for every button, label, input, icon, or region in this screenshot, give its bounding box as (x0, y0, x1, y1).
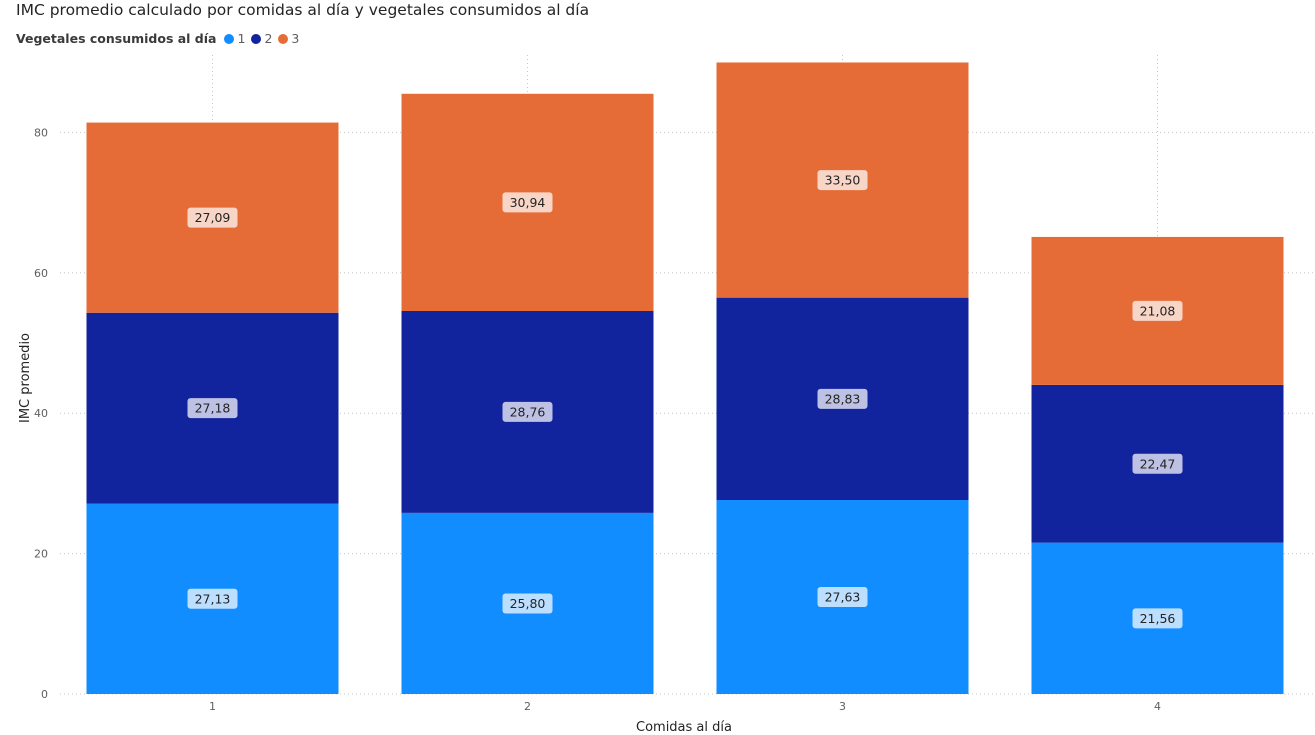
y-axis-title: IMC promedio (18, 333, 33, 423)
data-label-cat2-series1: 25,80 (502, 593, 553, 614)
legend-marker-3 (278, 33, 289, 44)
data-label-layer: 27,13 27,18 27,09 25,80 28,76 30,94 27,63 28,83… (187, 170, 1183, 629)
svg-text:27,18: 27,18 (195, 401, 231, 416)
svg-text:30,94: 30,94 (510, 195, 546, 210)
data-label-cat1-series2: 27,18 (187, 398, 238, 419)
data-label-cat2-series2: 28,76 (502, 401, 553, 422)
axis-layer: 0 20 40 60 80 1 2 3 4 (34, 126, 1161, 713)
bar-layer (86, 62, 1284, 694)
svg-text:28,76: 28,76 (510, 404, 546, 419)
chart-title: IMC promedio calculado por comidas al dí… (16, 1, 590, 19)
legend-label-1: 1 (237, 31, 246, 46)
data-label-cat1-series3: 27,09 (187, 207, 238, 228)
y-tick-label-20: 20 (34, 548, 48, 561)
svg-text:27,13: 27,13 (195, 591, 231, 606)
x-tick-label-2: 2 (524, 700, 531, 713)
x-tick-label-3: 3 (839, 700, 846, 713)
y-tick-label-0: 0 (41, 688, 48, 701)
legend-item-2[interactable]: 2 (251, 31, 272, 46)
svg-text:27,63: 27,63 (825, 590, 861, 605)
y-tick-label-60: 60 (34, 267, 48, 280)
svg-text:22,47: 22,47 (1140, 456, 1176, 471)
svg-text:21,08: 21,08 (1140, 303, 1176, 318)
legend-marker-2 (251, 33, 262, 44)
legend: Vegetales consumidos al día 1 2 3 (16, 31, 305, 46)
svg-text:21,56: 21,56 (1140, 611, 1176, 626)
svg-text:27,09: 27,09 (195, 210, 231, 225)
legend-title: Vegetales consumidos al día (16, 31, 217, 46)
x-tick-label-4: 4 (1154, 700, 1161, 713)
legend-marker-1 (224, 33, 235, 44)
data-label-cat2-series3: 30,94 (502, 192, 553, 213)
legend-item-3[interactable]: 3 (278, 31, 299, 46)
legend-label-3: 3 (291, 31, 300, 46)
legend-label-2: 2 (264, 31, 273, 46)
data-label-cat3-series1: 27,63 (817, 587, 868, 608)
data-label-cat3-series3: 33,50 (817, 170, 868, 191)
data-label-cat4-series3: 21,08 (1132, 300, 1183, 321)
y-tick-label-80: 80 (34, 126, 48, 139)
x-axis-title: Comidas al día (636, 720, 732, 735)
x-tick-label-1: 1 (209, 700, 216, 713)
svg-text:28,83: 28,83 (825, 391, 861, 406)
legend-item-1[interactable]: 1 (224, 31, 245, 46)
data-label-cat3-series2: 28,83 (817, 388, 868, 409)
data-label-cat4-series1: 21,56 (1132, 608, 1183, 629)
svg-text:33,50: 33,50 (825, 173, 861, 188)
y-tick-label-40: 40 (34, 407, 48, 420)
data-label-cat1-series1: 27,13 (187, 588, 238, 609)
data-label-cat4-series2: 22,47 (1132, 453, 1183, 474)
svg-text:25,80: 25,80 (510, 596, 546, 611)
